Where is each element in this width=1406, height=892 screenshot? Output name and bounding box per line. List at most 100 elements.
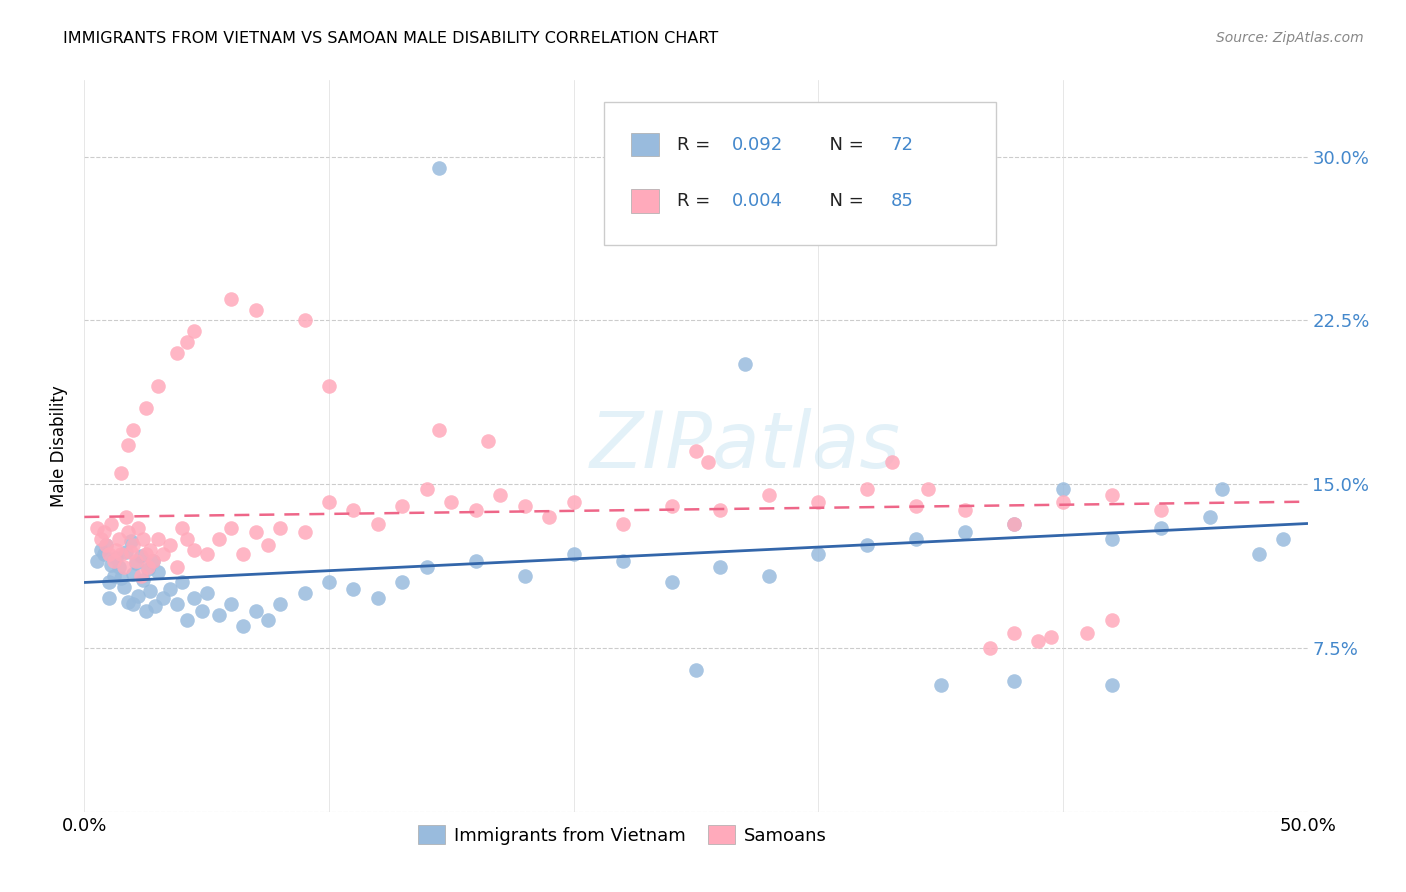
Point: [342, 582, 364, 596]
Point: [232, 547, 254, 561]
Point: [176, 335, 198, 350]
Point: [391, 499, 413, 513]
Point: [146, 565, 169, 579]
Point: [183, 324, 205, 338]
Point: [97, 591, 120, 605]
Point: [1211, 482, 1233, 496]
Point: [1150, 503, 1173, 517]
Point: [219, 292, 242, 306]
Point: [93, 525, 115, 540]
Text: ZIPatlas: ZIPatlas: [589, 408, 900, 484]
Point: [685, 444, 707, 458]
Point: [96, 538, 118, 552]
Point: [880, 455, 903, 469]
Text: N =: N =: [817, 136, 869, 153]
Point: [146, 532, 169, 546]
Point: [905, 532, 928, 546]
Point: [132, 532, 155, 546]
Point: [318, 575, 340, 590]
Point: [208, 608, 231, 623]
Point: [172, 521, 194, 535]
Point: [513, 569, 536, 583]
Point: [100, 558, 122, 572]
Point: [232, 619, 254, 633]
Point: [97, 575, 120, 590]
Y-axis label: Male Disability: Male Disability: [51, 385, 69, 507]
Point: [103, 569, 125, 583]
Point: [1076, 625, 1098, 640]
Point: [440, 494, 463, 508]
Point: [257, 538, 280, 552]
Point: [342, 503, 364, 517]
Point: [159, 538, 181, 552]
Point: [136, 560, 159, 574]
Point: [195, 586, 218, 600]
Point: [562, 494, 585, 508]
Point: [90, 542, 112, 557]
Point: [195, 547, 218, 561]
Point: [112, 580, 135, 594]
Point: [562, 547, 585, 561]
Point: [661, 575, 683, 590]
Point: [294, 586, 316, 600]
Point: [464, 503, 486, 517]
Point: [191, 604, 214, 618]
Point: [1002, 516, 1025, 531]
Point: [125, 554, 148, 568]
Text: 0.092: 0.092: [733, 136, 783, 153]
Text: Source: ZipAtlas.com: Source: ZipAtlas.com: [1216, 31, 1364, 45]
Point: [953, 503, 976, 517]
Point: [166, 597, 188, 611]
Point: [105, 542, 128, 557]
Point: [1101, 613, 1123, 627]
Point: [1039, 630, 1062, 644]
Point: [100, 516, 122, 531]
Point: [367, 591, 389, 605]
Point: [661, 499, 683, 513]
Point: [612, 554, 634, 568]
Point: [139, 584, 162, 599]
Point: [97, 547, 120, 561]
Point: [294, 313, 316, 327]
Point: [513, 499, 536, 513]
Point: [122, 423, 145, 437]
Point: [139, 542, 162, 557]
Point: [269, 521, 291, 535]
Text: N =: N =: [817, 192, 869, 210]
Point: [135, 547, 157, 561]
Point: [856, 482, 879, 496]
Legend: Immigrants from Vietnam, Samoans: Immigrants from Vietnam, Samoans: [413, 820, 832, 850]
Point: [110, 571, 132, 585]
Point: [159, 582, 181, 596]
Point: [176, 613, 198, 627]
Point: [427, 161, 450, 175]
Point: [318, 379, 340, 393]
Point: [807, 547, 830, 561]
Point: [856, 538, 879, 552]
Point: [132, 574, 155, 588]
Point: [105, 551, 128, 566]
Point: [1272, 532, 1295, 546]
Point: [86, 521, 108, 535]
Point: [166, 346, 188, 360]
Point: [1101, 678, 1123, 692]
Point: [1052, 482, 1074, 496]
Point: [477, 434, 499, 448]
Point: [219, 597, 242, 611]
Point: [86, 554, 108, 568]
Point: [929, 678, 952, 692]
Point: [758, 488, 780, 502]
Point: [807, 494, 830, 508]
Point: [953, 525, 976, 540]
Point: [318, 494, 340, 508]
Text: IMMIGRANTS FROM VIETNAM VS SAMOAN MALE DISABILITY CORRELATION CHART: IMMIGRANTS FROM VIETNAM VS SAMOAN MALE D…: [63, 31, 718, 46]
Point: [1150, 521, 1173, 535]
Point: [685, 663, 707, 677]
Point: [1247, 547, 1270, 561]
Point: [1002, 516, 1025, 531]
Point: [107, 560, 129, 574]
Point: [538, 510, 561, 524]
FancyBboxPatch shape: [631, 189, 658, 212]
Point: [367, 516, 389, 531]
Point: [136, 562, 159, 576]
